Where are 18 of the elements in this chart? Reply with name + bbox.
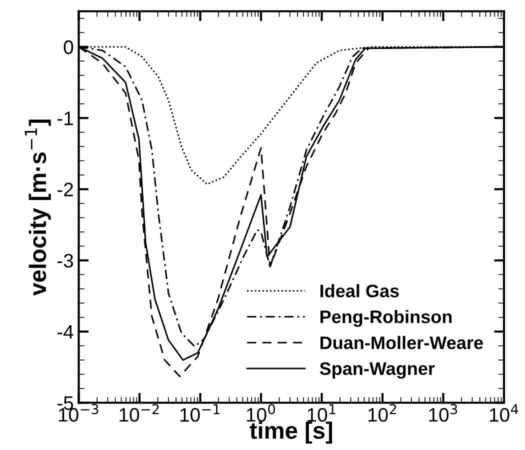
x-tick-label: 10$^{−1}$ bbox=[180, 404, 220, 422]
y-tick-label: -4 bbox=[57, 325, 74, 339]
legend-label: Ideal Gas bbox=[320, 284, 399, 298]
y-tick-label: -1 bbox=[57, 112, 73, 126]
x-tick-label: 10$^{−2}$ bbox=[120, 404, 159, 422]
y-tick-label: 0 bbox=[64, 40, 74, 54]
x-tick-label: 10$^{1}$ bbox=[308, 404, 336, 422]
x-tick-label: 10$^{2}$ bbox=[368, 404, 396, 422]
y-tick-label: -3 bbox=[57, 254, 74, 268]
x-tick-label: 10$^{4}$ bbox=[490, 404, 518, 422]
x-tick-label: 10$^{0}$ bbox=[246, 404, 276, 422]
y-tick-label: -2 bbox=[57, 182, 73, 196]
legend-label: Span-Wagner bbox=[320, 362, 435, 379]
x-axis-title: time [s] bbox=[250, 422, 332, 444]
y-axis-title: velocity [m·s$^{−1}$] bbox=[24, 120, 51, 296]
legend-label: Duan-Moller-Weare bbox=[320, 336, 483, 350]
legend-label: Peng-Robinson bbox=[320, 310, 452, 327]
x-tick-label: 10$^{3}$ bbox=[429, 404, 458, 422]
